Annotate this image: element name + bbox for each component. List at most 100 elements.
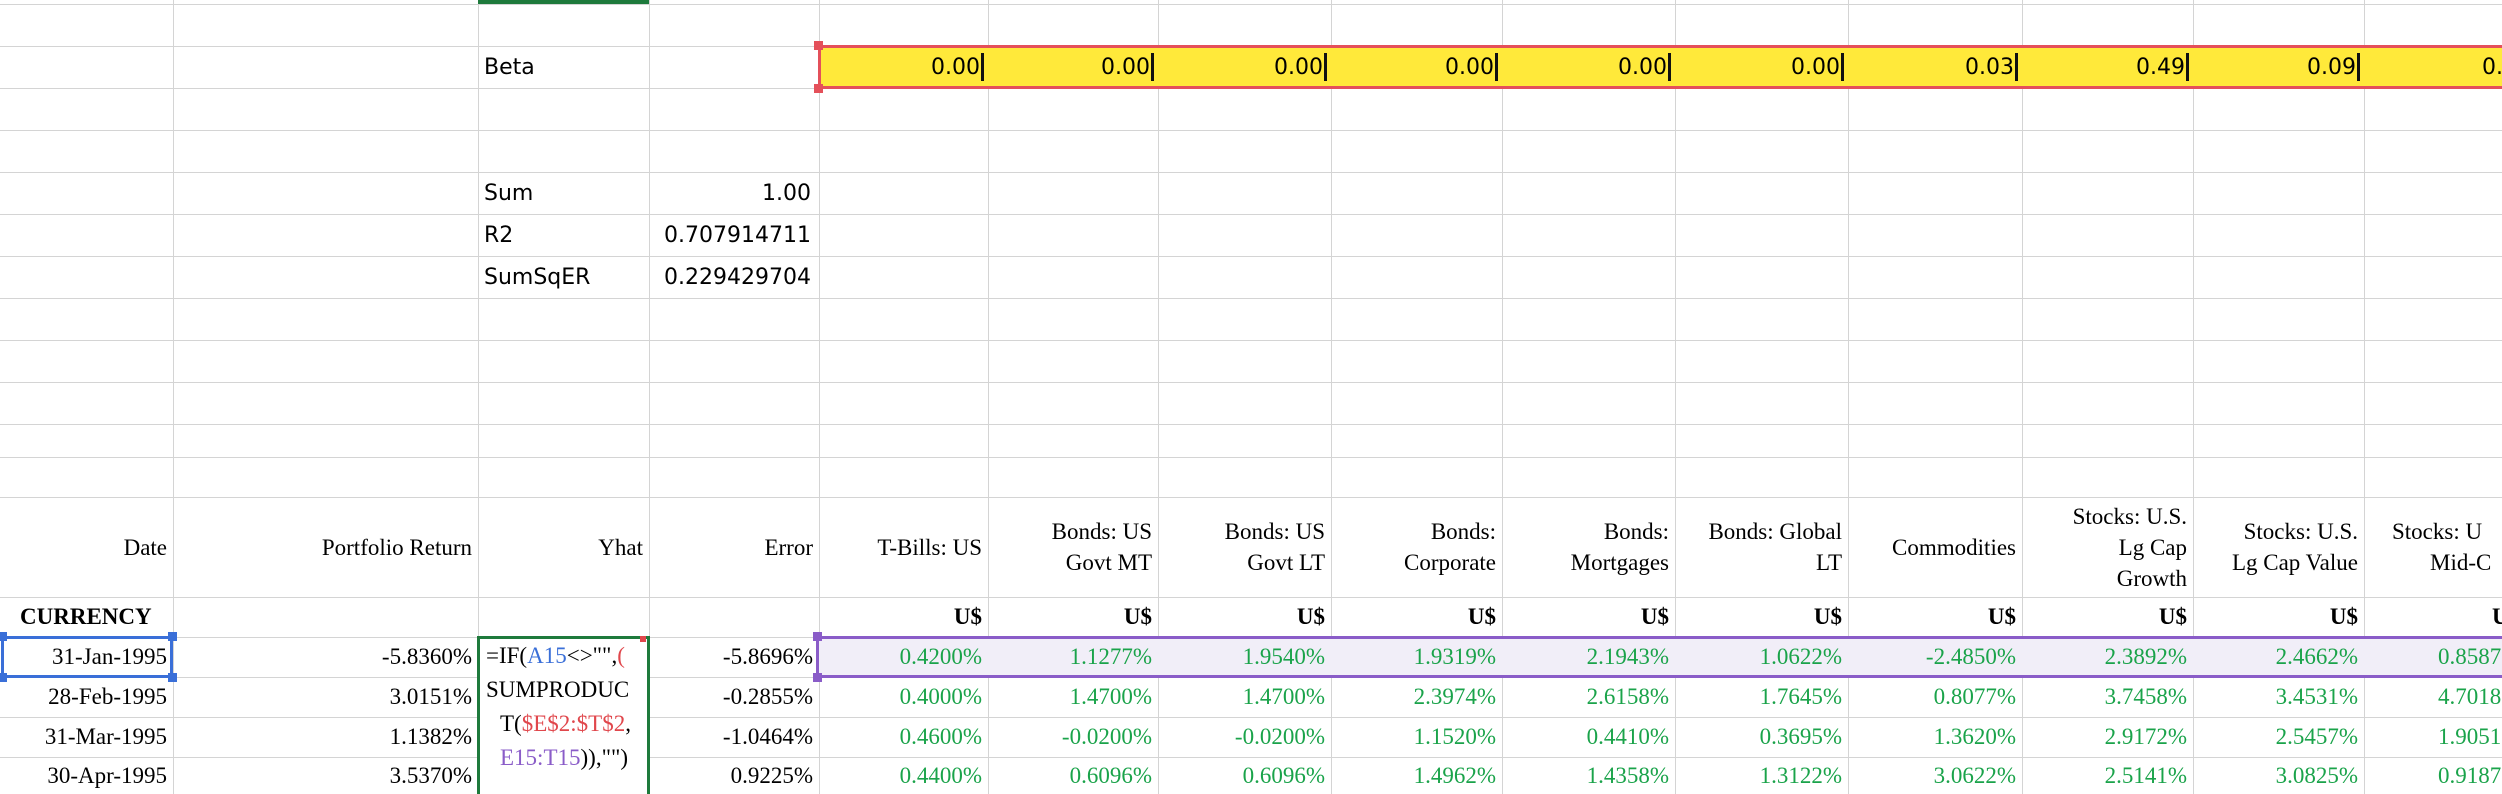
asset-return-cell[interactable]: 2.5457% bbox=[2275, 724, 2358, 749]
asset-return-cell[interactable]: 0.4400% bbox=[899, 762, 982, 788]
asset-return-cell[interactable]: 3.0622% bbox=[1933, 762, 2016, 788]
currency-label[interactable]: CURRENCY bbox=[20, 604, 152, 629]
r2-label[interactable]: R2 bbox=[484, 222, 514, 248]
asset-return-cell[interactable]: 2.3974% bbox=[1413, 684, 1496, 709]
date-cell[interactable]: 28-Feb-1995 bbox=[48, 684, 167, 709]
asset-return-cell[interactable]: 1.1520% bbox=[1413, 724, 1496, 749]
range-handle[interactable] bbox=[813, 673, 822, 682]
asset-return-cell[interactable]: 2.1943% bbox=[1586, 644, 1669, 669]
asset-return-cell[interactable]: 1.4962% bbox=[1413, 762, 1496, 788]
asset-return-cell[interactable]: 0.6096% bbox=[1069, 762, 1152, 788]
header-bonds-corporate[interactable]: Bonds: Corporate bbox=[1404, 519, 1496, 575]
asset-return-cell[interactable]: 2.5141% bbox=[2104, 762, 2187, 788]
asset-return-cell[interactable]: 0.6096% bbox=[1242, 762, 1325, 788]
currency-cell[interactable]: U$ bbox=[1813, 604, 1842, 629]
error-cell[interactable]: -0.2855% bbox=[722, 684, 813, 709]
range-handle[interactable] bbox=[814, 41, 823, 50]
range-handle[interactable] bbox=[0, 673, 7, 682]
date-cell[interactable]: 30-Apr-1995 bbox=[47, 762, 167, 788]
header-bonds-mortgages[interactable]: Bonds: Mortgages bbox=[1570, 519, 1669, 575]
asset-return-cell[interactable]: -0.0200% bbox=[1061, 724, 1152, 749]
asset-return-cell[interactable]: 1.4700% bbox=[1069, 684, 1152, 709]
beta-cell[interactable]: 0.49 bbox=[2022, 46, 2193, 88]
header-bonds-us-govt-mt[interactable]: Bonds: US Govt MT bbox=[1051, 519, 1152, 575]
asset-return-cell[interactable]: 2.9172% bbox=[2104, 724, 2187, 749]
beta-cell[interactable]: 0. bbox=[2482, 54, 2502, 80]
range-handle[interactable] bbox=[813, 632, 822, 641]
sum-value[interactable]: 1.00 bbox=[762, 180, 811, 206]
error-cell[interactable]: 0.9225% bbox=[730, 762, 813, 788]
asset-return-cell[interactable]: 3.0825% bbox=[2275, 762, 2358, 788]
asset-return-cell[interactable]: 1.0622% bbox=[1759, 644, 1842, 669]
beta-cell[interactable]: 0.09 bbox=[2193, 46, 2364, 88]
asset-return-cell[interactable]: 4.7018 bbox=[2438, 684, 2502, 709]
asset-return-cell[interactable]: 0.4200% bbox=[899, 644, 982, 669]
asset-return-cell[interactable]: 1.9319% bbox=[1413, 644, 1496, 669]
header-portfolio-return[interactable]: Portfolio Return bbox=[321, 534, 472, 560]
beta-cell[interactable]: 0.00 bbox=[1502, 46, 1675, 88]
formula-text[interactable]: =IF(A15<>"",( SUMPRODUC T($E$2:$T$2, E15… bbox=[486, 643, 631, 770]
asset-return-cell[interactable]: 0.4000% bbox=[899, 684, 982, 709]
header-error[interactable]: Error bbox=[764, 534, 813, 560]
asset-return-cell[interactable]: 2.6158% bbox=[1586, 684, 1669, 709]
sumsqer-value[interactable]: 0.229429704 bbox=[664, 264, 811, 290]
currency-cell[interactable]: U$ bbox=[1987, 604, 2016, 629]
asset-return-cell[interactable]: -2.4850% bbox=[1925, 644, 2016, 669]
asset-return-cell[interactable]: 0.3695% bbox=[1759, 724, 1842, 749]
asset-return-cell[interactable]: 1.9540% bbox=[1242, 644, 1325, 669]
asset-return-cell[interactable]: 1.3122% bbox=[1759, 762, 1842, 788]
currency-cell[interactable]: U$ bbox=[953, 604, 982, 629]
beta-cell[interactable]: 0.00 bbox=[1158, 46, 1331, 88]
date-cell[interactable]: 31-Jan-1995 bbox=[52, 644, 167, 669]
currency-cell[interactable]: U$ bbox=[1123, 604, 1152, 629]
asset-return-cell[interactable]: 2.3892% bbox=[2104, 644, 2187, 669]
currency-cell[interactable]: U$ bbox=[1640, 604, 1669, 629]
asset-return-cell[interactable]: 1.3620% bbox=[1933, 724, 2016, 749]
date-cell[interactable]: 31-Mar-1995 bbox=[44, 724, 167, 749]
header-yhat[interactable]: Yhat bbox=[598, 534, 643, 560]
header-stocks-us-mid-cap[interactable]: Stocks: U Mid-C bbox=[2392, 519, 2492, 575]
currency-cell[interactable]: U$ bbox=[1296, 604, 1325, 629]
asset-return-cell[interactable]: 1.4700% bbox=[1242, 684, 1325, 709]
portfolio-return-cell[interactable]: 1.1382% bbox=[389, 724, 472, 749]
range-handle[interactable] bbox=[814, 84, 823, 93]
beta-cell[interactable]: 0.00 bbox=[1331, 46, 1502, 88]
range-handle[interactable] bbox=[168, 632, 177, 641]
beta-label[interactable]: Beta bbox=[484, 54, 535, 80]
header-bonds-us-govt-lt[interactable]: Bonds: US Govt LT bbox=[1224, 519, 1325, 575]
asset-return-cell[interactable]: 0.9187 bbox=[2438, 762, 2502, 788]
portfolio-return-cell[interactable]: 3.0151% bbox=[389, 684, 472, 709]
beta-cell[interactable]: 0.00 bbox=[1675, 46, 1848, 88]
asset-return-cell[interactable]: 1.1277% bbox=[1069, 644, 1152, 669]
error-cell[interactable]: -5.8696% bbox=[722, 644, 813, 669]
header-commodities[interactable]: Commodities bbox=[1892, 534, 2016, 560]
active-formula-cell[interactable]: =IF(A15<>"",( SUMPRODUC T($E$2:$T$2, E15… bbox=[477, 636, 650, 794]
asset-return-cell[interactable]: 1.9051 bbox=[2438, 724, 2502, 749]
asset-return-cell[interactable]: 0.8077% bbox=[1933, 684, 2016, 709]
header-t-bills-us[interactable]: T-Bills: US bbox=[877, 534, 982, 560]
portfolio-return-cell[interactable]: 3.5370% bbox=[389, 762, 472, 788]
beta-cell[interactable]: 0.00 bbox=[819, 46, 988, 88]
asset-return-cell[interactable]: 0.8587 bbox=[2438, 644, 2502, 669]
asset-return-cell[interactable]: -0.0200% bbox=[1234, 724, 1325, 749]
portfolio-return-cell[interactable]: -5.8360% bbox=[381, 644, 472, 669]
currency-cell[interactable]: U bbox=[2492, 604, 2502, 629]
error-cell[interactable]: -1.0464% bbox=[722, 724, 813, 749]
asset-return-cell[interactable]: 1.7645% bbox=[1759, 684, 1842, 709]
currency-cell[interactable]: U$ bbox=[1467, 604, 1496, 629]
range-handle[interactable] bbox=[168, 673, 177, 682]
asset-return-cell[interactable]: 2.4662% bbox=[2275, 644, 2358, 669]
range-handle[interactable] bbox=[0, 632, 7, 641]
beta-cell[interactable]: 0.03 bbox=[1848, 46, 2022, 88]
beta-cell[interactable]: 0.00 bbox=[988, 46, 1158, 88]
header-date[interactable]: Date bbox=[123, 534, 167, 560]
header-stocks-us-lg-cap-growth[interactable]: Stocks: U.S. Lg Cap Growth bbox=[2072, 503, 2187, 591]
asset-return-cell[interactable]: 1.4358% bbox=[1586, 762, 1669, 788]
asset-return-cell[interactable]: 0.4600% bbox=[899, 724, 982, 749]
asset-return-cell[interactable]: 3.4531% bbox=[2275, 684, 2358, 709]
r2-value[interactable]: 0.707914711 bbox=[664, 222, 811, 248]
asset-return-cell[interactable]: 3.7458% bbox=[2104, 684, 2187, 709]
asset-return-cell[interactable]: 0.4410% bbox=[1586, 724, 1669, 749]
header-stocks-us-lg-cap-value[interactable]: Stocks: U.S. Lg Cap Value bbox=[2231, 519, 2358, 575]
